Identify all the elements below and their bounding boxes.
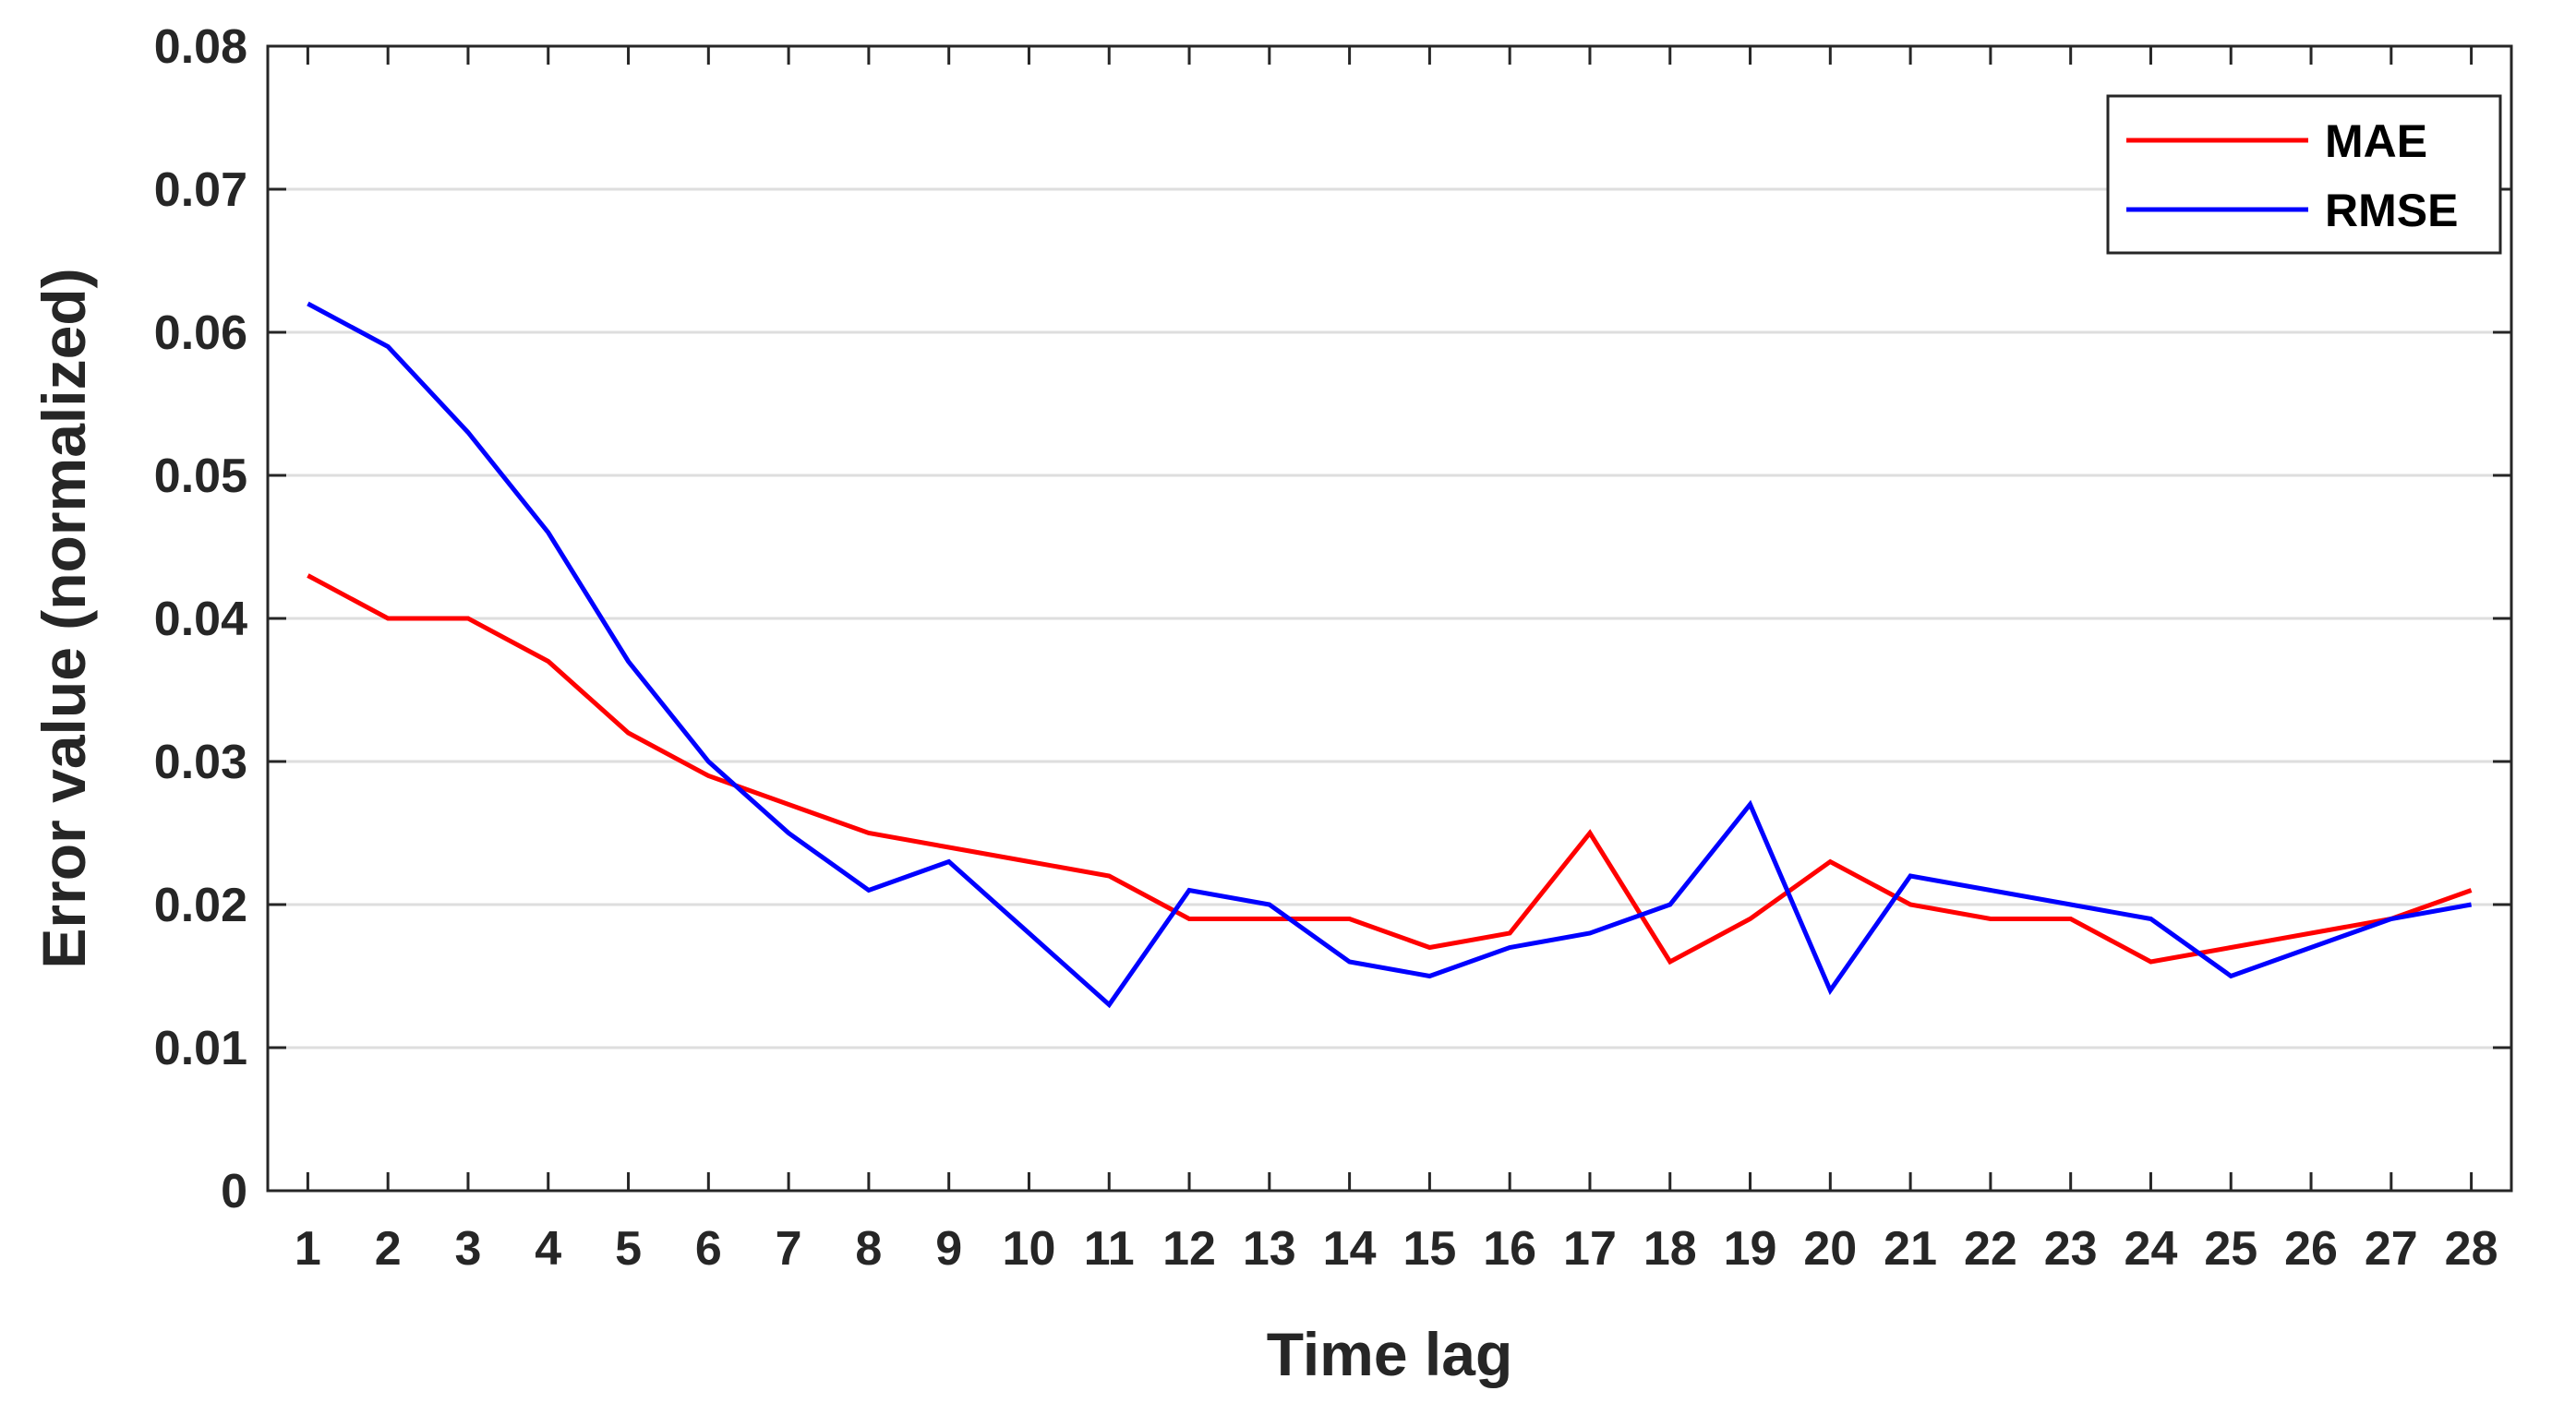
- x-tick-label: 21: [1884, 1222, 1937, 1276]
- legend-box: [2106, 94, 2502, 255]
- y-axis-title: Error value (normalized): [30, 268, 98, 968]
- y-tick-label: 0.04: [154, 593, 247, 646]
- x-tick-label: 1: [295, 1222, 321, 1276]
- x-tick-label: 7: [776, 1222, 802, 1276]
- x-tick-label: 10: [1003, 1222, 1056, 1276]
- y-tick-label: 0.05: [154, 450, 247, 503]
- y-tick-label: 0.03: [154, 736, 247, 789]
- x-tick-label: 16: [1483, 1222, 1536, 1276]
- y-tick-label: 0.07: [154, 163, 247, 217]
- legend: MAE RMSE: [2106, 94, 2502, 255]
- x-tick-label: 22: [1964, 1222, 2017, 1276]
- x-tick-label: 19: [1724, 1222, 1777, 1276]
- y-axis-ticks: 0 0.01 0.02 0.03 0.04 0.05 0.06 0.07 0.08: [154, 20, 2511, 1218]
- legend-label-rmse: RMSE: [2325, 185, 2458, 236]
- legend-label-mae: MAE: [2325, 115, 2427, 167]
- x-tick-label: 6: [695, 1222, 722, 1276]
- x-tick-label: 28: [2445, 1222, 2498, 1276]
- series-line-mae: [307, 573, 2473, 965]
- x-tick-label: 3: [455, 1222, 482, 1276]
- x-tick-label: 24: [2125, 1222, 2178, 1276]
- x-tick-label: 12: [1162, 1222, 1216, 1276]
- x-tick-label: 18: [1643, 1222, 1697, 1276]
- x-tick-label: 2: [375, 1222, 402, 1276]
- y-tick-label: 0.06: [154, 306, 247, 360]
- x-tick-label: 8: [855, 1222, 882, 1276]
- x-tick-label: 27: [2365, 1222, 2418, 1276]
- y-tick-label: 0.08: [154, 20, 247, 74]
- x-tick-label: 25: [2204, 1222, 2257, 1276]
- x-tick-label: 14: [1323, 1222, 1377, 1276]
- y-tick-label: 0.01: [154, 1022, 247, 1075]
- x-tick-label: 20: [1803, 1222, 1857, 1276]
- series-line-rmse: [307, 301, 2473, 1009]
- x-tick-label: 5: [615, 1222, 642, 1276]
- x-tick-label: 11: [1084, 1222, 1135, 1276]
- y-tick-label: 0: [221, 1165, 247, 1218]
- x-tick-label: 23: [2044, 1222, 2098, 1276]
- x-tick-label: 15: [1402, 1222, 1456, 1276]
- x-tick-label: 4: [535, 1222, 561, 1276]
- series-lines: [307, 301, 2473, 1009]
- x-tick-label: 17: [1563, 1222, 1617, 1276]
- x-tick-label: 9: [935, 1222, 962, 1276]
- x-axis-ticks: 1 2 3 4 5 6 7 8 9 10 11 12 13 14 15 16 17 18 19 20 21 22 23 24 2…: [295, 46, 2498, 1276]
- x-tick-label: 13: [1243, 1222, 1296, 1276]
- x-axis-title: Time lag: [1267, 1320, 1513, 1388]
- y-tick-label: 0.02: [154, 879, 247, 932]
- x-tick-label: 26: [2284, 1222, 2338, 1276]
